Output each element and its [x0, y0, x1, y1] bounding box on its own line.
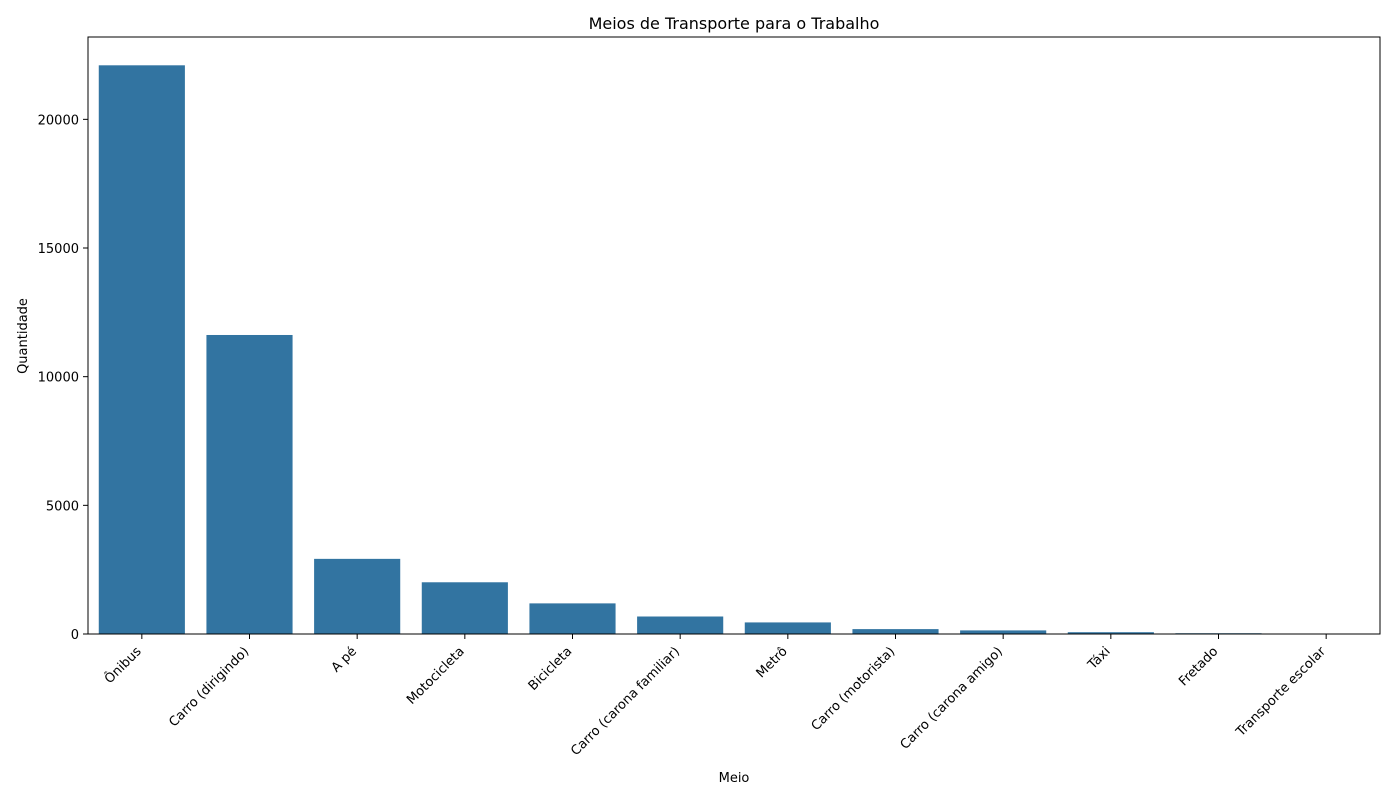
x-tick-label-2: A pé	[329, 644, 360, 675]
bar-9	[1067, 632, 1154, 634]
bar-1	[206, 334, 293, 634]
plot-frame	[87, 36, 1381, 635]
y-axis-ticks: 0 5000 10000 15000 20000	[38, 113, 88, 643]
bar-6	[744, 622, 831, 634]
x-tick-label-1: Carro (dirigindo)	[166, 644, 252, 730]
x-tick-label-10: Fretado	[1176, 644, 1221, 689]
bar-4	[529, 603, 616, 634]
x-tick-label-11: Transporte escolar	[1233, 644, 1330, 741]
bar-0	[98, 65, 185, 635]
chart-title: Meios de Transporte para o Trabalho	[589, 14, 880, 33]
bar-5	[637, 616, 724, 634]
x-axis-label: Meio	[719, 771, 750, 786]
y-tick-label-0: 0	[71, 628, 79, 643]
bar-2	[314, 558, 401, 634]
bar-8	[960, 630, 1047, 634]
y-tick-label-2: 10000	[38, 371, 79, 386]
bars-group	[98, 65, 1370, 635]
bar-3	[421, 582, 508, 634]
x-axis-ticks: Ônibus Carro (dirigindo) A pé Motocicleta Bi…	[101, 634, 1329, 759]
x-tick-label-7: Carro (motorista)	[809, 644, 899, 734]
y-tick-label-1: 5000	[46, 499, 79, 514]
x-tick-label-5: Carro (carona familiar)	[568, 644, 683, 759]
y-tick-label-3: 15000	[38, 242, 79, 257]
x-tick-label-8: Carro (carona amigo)	[898, 644, 1006, 752]
y-axis-label: Quantidade	[16, 298, 31, 374]
y-tick-label-4: 20000	[38, 113, 79, 128]
x-tick-label-0: Ônibus	[101, 643, 145, 687]
x-tick-label-6: Metrô	[754, 644, 791, 681]
x-tick-label-9: Táxi	[1085, 644, 1114, 673]
x-tick-label-3: Motocicleta	[404, 644, 468, 708]
x-tick-label-4: Bicicleta	[526, 644, 576, 694]
bar-7	[852, 629, 939, 634]
